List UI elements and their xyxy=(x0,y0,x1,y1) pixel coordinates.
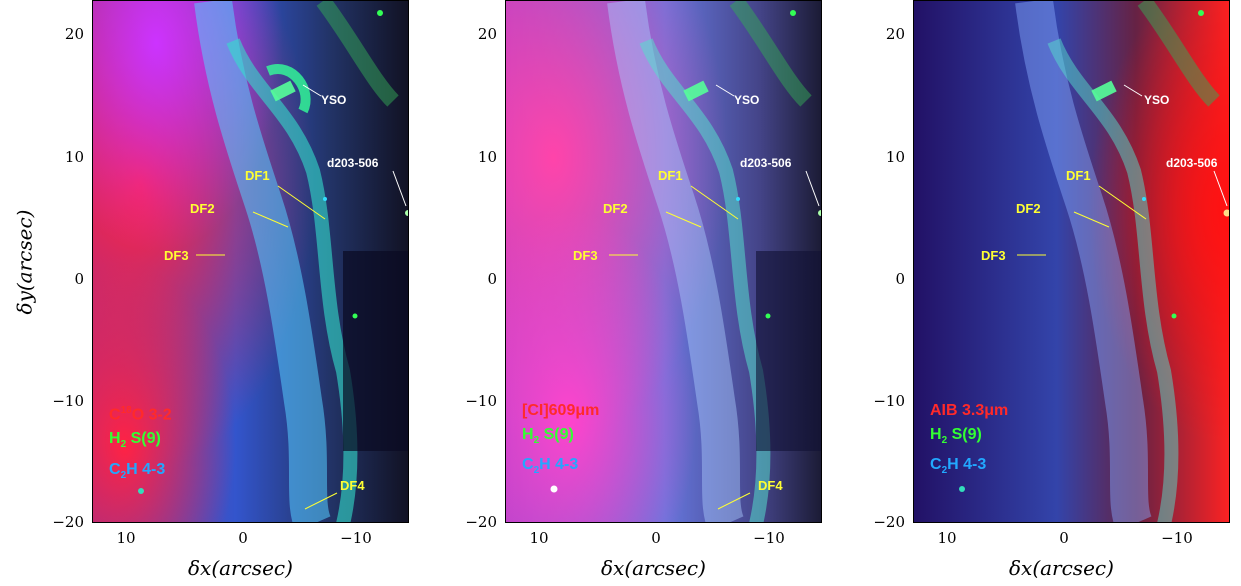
x-tick: 0 xyxy=(651,529,661,547)
annotation-df4: DF4 xyxy=(758,478,783,493)
x-tick: 0 xyxy=(238,529,248,547)
channel-legend: C18O 3-2 H2 S(9) C2H 4-3 xyxy=(109,399,172,488)
annotation-d203-506: d203-506 xyxy=(327,156,379,170)
y-tick: 10 xyxy=(477,148,497,166)
annotation-df1: DF1 xyxy=(658,168,683,183)
annotation-df2: DF2 xyxy=(603,201,628,216)
legend-green: H2 S(9) xyxy=(522,426,574,447)
x-tick: −10 xyxy=(340,529,372,547)
x-axis-title: δx(arcsec) xyxy=(601,556,706,580)
legend-red: [CI]609μm xyxy=(522,402,600,419)
y-tick: −10 xyxy=(52,392,84,410)
annotation-yso: YSO xyxy=(1144,93,1170,107)
y-tick: −20 xyxy=(52,513,84,531)
annotation-yso: YSO xyxy=(321,93,347,107)
legend-red: AIB 3.3μm xyxy=(930,402,1009,419)
legend-blue: C2H 4-3 xyxy=(109,460,166,481)
y-tick: 10 xyxy=(885,148,905,166)
false-color-image xyxy=(506,1,821,522)
panel-ci609: YSO d203-506 DF1 DF2 DF3 DF4 [CI]609μm H… xyxy=(505,0,822,523)
y-tick: −10 xyxy=(465,392,497,410)
legend-blue: C2H 4-3 xyxy=(930,456,987,477)
y-tick: 0 xyxy=(487,270,497,288)
false-color-image xyxy=(914,1,1229,522)
false-color-image xyxy=(93,1,408,522)
legend-red: C18O 3-2 xyxy=(109,405,172,424)
x-tick: 10 xyxy=(529,529,549,547)
y-tick: −20 xyxy=(873,513,905,531)
annotation-df3: DF3 xyxy=(164,248,189,263)
x-tick: 0 xyxy=(1059,529,1069,547)
y-tick: 20 xyxy=(64,25,84,43)
y-tick: −20 xyxy=(465,513,497,531)
x-tick: 10 xyxy=(937,529,957,547)
x-tick: 10 xyxy=(116,529,136,547)
annotation-df1: DF1 xyxy=(245,168,270,183)
y-tick: 0 xyxy=(895,270,905,288)
y-axis-title: δy(arcsec) xyxy=(12,209,37,315)
annotation-df4: DF4 xyxy=(340,478,365,493)
y-tick: 0 xyxy=(74,270,84,288)
x-axis-title: δx(arcsec) xyxy=(188,556,293,580)
annotation-df1: DF1 xyxy=(1066,168,1091,183)
channel-legend: AIB 3.3μm H2 S(9) C2H 4-3 xyxy=(930,399,1008,483)
legend-green: H2 S(9) xyxy=(109,430,161,451)
annotation-d203-506: d203-506 xyxy=(740,156,792,170)
panel-aib33: YSO d203-506 DF1 DF2 DF3 AIB 3.3μm H2 S(… xyxy=(913,0,1230,523)
annotation-df2: DF2 xyxy=(1016,201,1041,216)
y-tick: 20 xyxy=(885,25,905,43)
annotation-df3: DF3 xyxy=(573,248,598,263)
legend-blue: C2H 4-3 xyxy=(522,456,579,477)
channel-legend: [CI]609μm H2 S(9) C2H 4-3 xyxy=(522,399,599,483)
y-tick: 20 xyxy=(477,25,497,43)
x-tick: −10 xyxy=(753,529,785,547)
annotation-d203-506: d203-506 xyxy=(1166,156,1218,170)
legend-green: H2 S(9) xyxy=(930,426,982,447)
y-tick: −10 xyxy=(873,392,905,410)
x-tick: −10 xyxy=(1161,529,1193,547)
annotation-df2: DF2 xyxy=(190,201,215,216)
y-tick: 10 xyxy=(64,148,84,166)
annotation-yso: YSO xyxy=(734,93,760,107)
annotation-df3: DF3 xyxy=(981,248,1006,263)
x-axis-title: δx(arcsec) xyxy=(1009,556,1114,580)
panel-c18o: YSO d203-506 DF1 DF2 DF3 DF4 C18O 3-2 H2… xyxy=(92,0,409,523)
